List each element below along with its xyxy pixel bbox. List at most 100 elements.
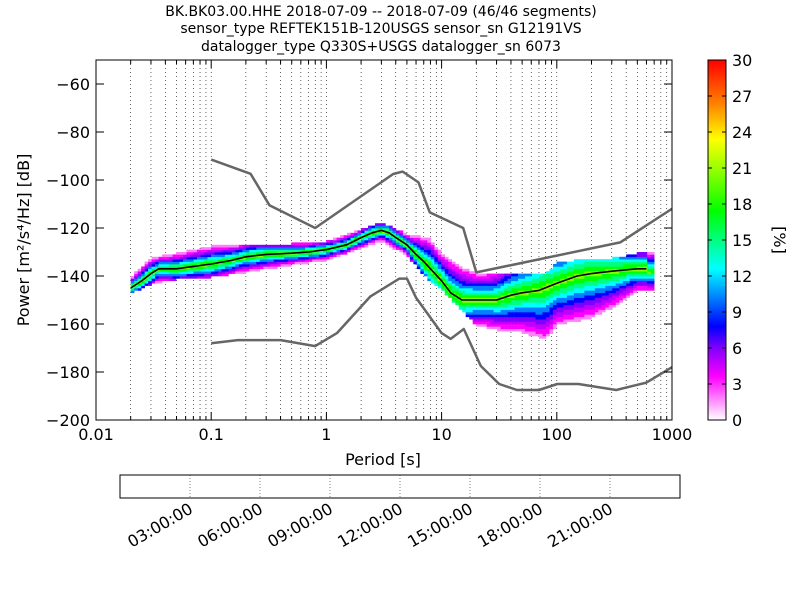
psd-density-cell bbox=[640, 254, 644, 258]
psd-density-cell bbox=[217, 247, 222, 250]
psd-density-cell bbox=[434, 266, 439, 270]
psd-density-cell bbox=[552, 314, 557, 318]
psd-density-cell bbox=[594, 295, 599, 298]
psd-density-cell bbox=[176, 256, 180, 260]
psd-density-cell bbox=[371, 237, 376, 241]
psd-density-cell bbox=[238, 247, 243, 250]
psd-density-cell bbox=[162, 259, 166, 262]
psd-density-cell bbox=[601, 297, 606, 301]
psd-density-cell bbox=[483, 319, 487, 322]
psd-density-cell bbox=[629, 271, 634, 274]
psd-density-cell bbox=[357, 247, 362, 250]
psd-density-cell bbox=[483, 280, 487, 284]
psd-density-cell bbox=[532, 283, 536, 286]
psd-density-cell bbox=[545, 309, 550, 313]
psd-density-cell bbox=[559, 304, 564, 308]
psd-density-cell bbox=[518, 328, 522, 332]
psd-density-cell bbox=[155, 256, 159, 260]
psd-density-cell bbox=[497, 326, 501, 330]
psd-density-cell bbox=[570, 273, 575, 277]
psd-density-cell bbox=[525, 307, 529, 310]
psd-density-cell bbox=[235, 268, 240, 272]
psd-density-cell bbox=[472, 319, 477, 322]
psd-density-cell bbox=[598, 266, 603, 270]
psd-density-cell bbox=[535, 295, 540, 298]
psd-density-cell bbox=[430, 242, 435, 246]
psd-density-cell bbox=[385, 237, 390, 241]
psd-density-cell bbox=[266, 247, 271, 250]
psd-density-cell bbox=[141, 268, 145, 272]
psd-density-cell bbox=[273, 256, 278, 260]
psd-density-cell bbox=[619, 280, 624, 284]
psd-density-cell bbox=[354, 247, 358, 250]
psd-density-cell bbox=[186, 276, 191, 279]
psd-density-cell bbox=[347, 232, 351, 236]
psd-density-cell bbox=[280, 244, 285, 248]
psd-density-cell bbox=[598, 264, 603, 267]
psd-density-cell bbox=[556, 319, 561, 322]
psd-density-cell bbox=[469, 309, 473, 313]
psd-density-cell bbox=[228, 268, 233, 272]
psd-density-cell bbox=[490, 326, 494, 330]
psd-density-cell bbox=[455, 266, 460, 270]
psd-density-cell bbox=[545, 304, 550, 308]
psd-density-cell bbox=[151, 259, 156, 262]
psd-density-cell bbox=[532, 276, 536, 279]
psd-density-cell bbox=[497, 328, 501, 332]
psd-density-cell bbox=[479, 295, 484, 298]
psd-density-cell bbox=[458, 288, 463, 291]
psd-density-cell bbox=[158, 271, 163, 274]
psd-density-cell bbox=[545, 290, 550, 294]
psd-density-cell bbox=[399, 232, 404, 236]
psd-density-cell bbox=[511, 319, 515, 322]
psd-density-cell bbox=[158, 261, 163, 265]
psd-density-cell bbox=[584, 300, 589, 303]
psd-density-cell bbox=[409, 235, 414, 238]
psd-density-cell bbox=[472, 297, 477, 301]
psd-density-cell bbox=[333, 247, 337, 250]
noise-model-lines bbox=[130, 158, 672, 392]
psd-density-cell bbox=[381, 223, 386, 226]
psd-density-cell bbox=[619, 295, 624, 298]
psd-density-cell bbox=[584, 288, 589, 291]
psd-density-cell bbox=[476, 288, 480, 291]
psd-density-cell bbox=[528, 278, 533, 282]
psd-density-cell bbox=[172, 261, 177, 265]
psd-density-cell bbox=[643, 259, 648, 262]
psd-density-cell bbox=[535, 283, 540, 286]
psd-density-cell bbox=[294, 256, 299, 260]
psd-density-cell bbox=[598, 268, 603, 272]
psd-density-cell bbox=[301, 254, 306, 258]
psd-density-cell bbox=[577, 288, 582, 291]
psd-density-cell bbox=[552, 312, 557, 315]
psd-density-cell bbox=[587, 290, 592, 294]
psd-density-cell bbox=[566, 268, 571, 272]
psd-density-cell bbox=[472, 302, 477, 306]
psd-density-cell bbox=[228, 266, 233, 270]
psd-density-cell bbox=[196, 271, 201, 274]
psd-density-cell bbox=[210, 256, 215, 260]
psd-density-cell bbox=[587, 312, 592, 315]
psd-density-cell bbox=[497, 319, 501, 322]
psd-density-cell bbox=[354, 240, 358, 243]
psd-density-cell bbox=[622, 285, 627, 289]
psd-density-cell bbox=[500, 276, 505, 279]
psd-density-cell bbox=[525, 302, 529, 306]
psd-density-cell bbox=[549, 288, 554, 291]
psd-density-cell bbox=[259, 261, 264, 265]
psd-density-cell bbox=[130, 288, 135, 291]
psd-density-cell bbox=[497, 309, 501, 313]
psd-density-cell bbox=[525, 314, 529, 318]
psd-density-cell bbox=[472, 295, 477, 298]
psd-density-cell bbox=[622, 266, 627, 270]
psd-density-cell bbox=[301, 242, 306, 246]
psd-density-cell bbox=[179, 273, 184, 277]
psd-density-cell bbox=[437, 249, 442, 253]
psd-density-cell bbox=[294, 249, 299, 253]
psd-density-cell bbox=[476, 307, 480, 310]
psd-density-cell bbox=[221, 259, 226, 262]
psd-density-cell bbox=[612, 264, 617, 267]
psd-density-cell bbox=[210, 252, 215, 255]
psd-density-cell bbox=[249, 249, 254, 253]
